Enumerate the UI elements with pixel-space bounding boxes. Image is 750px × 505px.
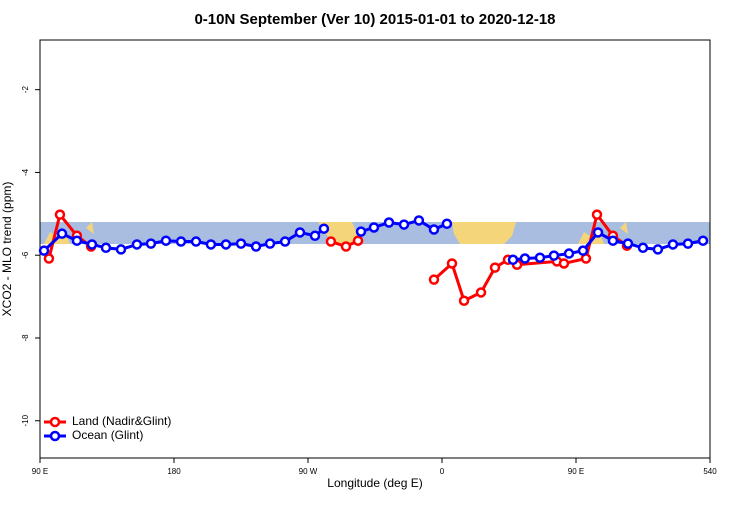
data-point — [563, 248, 575, 259]
legend-label: Land (Nadir&Glint) — [72, 414, 171, 428]
data-point — [235, 238, 247, 249]
data-point — [43, 253, 55, 264]
data-point — [115, 244, 127, 255]
data-point — [519, 253, 531, 264]
data-point — [428, 224, 440, 235]
data-point — [383, 217, 395, 228]
data-point — [637, 242, 649, 254]
x-tick-label: 540 — [703, 467, 717, 476]
data-point — [607, 235, 619, 246]
y-tick-label: -2 — [21, 86, 30, 94]
data-point — [38, 245, 50, 256]
x-tick-label: 90 W — [299, 467, 318, 476]
data-point — [428, 274, 440, 285]
data-point — [86, 239, 98, 250]
data-point — [413, 215, 425, 226]
x-tick-label: 180 — [167, 467, 181, 476]
y-tick-label: -8 — [21, 334, 30, 342]
data-point — [160, 235, 172, 246]
data-point — [250, 241, 262, 252]
data-point — [682, 238, 694, 249]
data-point — [398, 219, 410, 230]
plot-frame — [39, 39, 711, 459]
data-point — [54, 209, 66, 220]
x-tick-label: 90 E — [568, 467, 584, 476]
y-tick-label: -10 — [21, 414, 30, 426]
data-point — [100, 242, 112, 254]
data-point — [145, 238, 157, 249]
data-point — [622, 238, 634, 249]
data-point — [534, 252, 546, 263]
y-tick-label: -4 — [21, 168, 30, 176]
x-axis-label: Longitude (deg E) — [327, 476, 422, 490]
data-point — [652, 244, 664, 255]
data-point — [309, 230, 321, 242]
data-point — [279, 236, 291, 247]
chart-title: 0-10N September (Ver 10) 2015-01-01 to 2… — [194, 11, 555, 28]
data-point — [355, 226, 367, 237]
data-point — [318, 223, 330, 234]
data-point — [71, 235, 83, 246]
data-point — [441, 218, 453, 230]
legend-label: Ocean (Glint) — [72, 428, 143, 442]
data-point — [325, 236, 337, 247]
data-point — [697, 235, 709, 246]
data-point — [220, 239, 232, 250]
y-axis-label: XCO2 - MLO trend (ppm) — [0, 182, 14, 317]
x-tick-label: 90 E — [32, 467, 48, 476]
data-point — [507, 254, 519, 266]
data-point — [131, 239, 143, 250]
data-point — [205, 239, 217, 250]
data-point — [475, 287, 487, 298]
data-point — [340, 241, 352, 252]
data-point — [558, 258, 570, 269]
data-point — [446, 258, 458, 269]
data-point — [489, 262, 501, 273]
data-point — [264, 238, 276, 249]
data-point — [458, 295, 470, 306]
data-point — [592, 227, 604, 238]
data-point — [548, 250, 560, 261]
data-point — [591, 209, 603, 220]
y-tick-label: -6 — [21, 251, 30, 259]
data-point — [667, 239, 679, 250]
legend-marker — [49, 416, 61, 428]
x-tick-label: 0 — [440, 467, 445, 476]
data-point — [368, 222, 380, 233]
data-point — [352, 235, 364, 246]
data-point — [56, 228, 68, 239]
data-point — [190, 236, 202, 247]
data-point — [175, 236, 187, 247]
legend-marker — [49, 430, 61, 442]
data-point — [577, 245, 589, 256]
data-point — [294, 227, 306, 238]
